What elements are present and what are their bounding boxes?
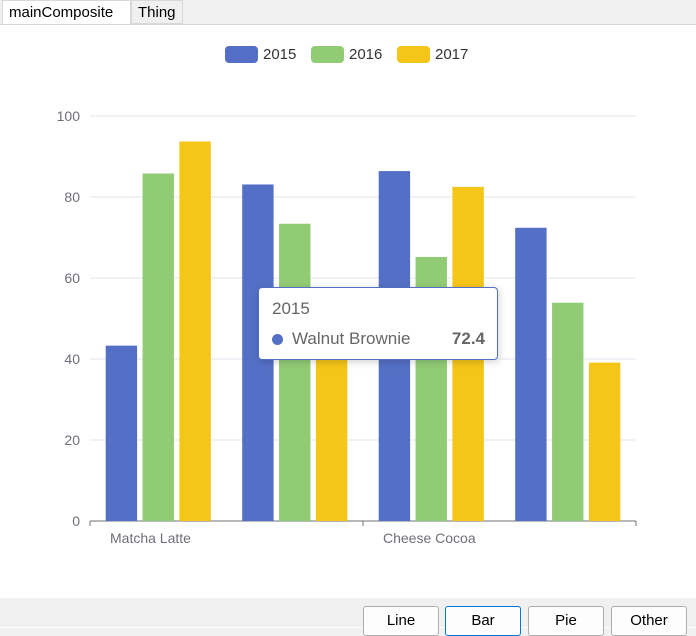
legend-swatch xyxy=(311,46,344,63)
legend-swatch xyxy=(225,46,258,63)
y-tick-label: 20 xyxy=(64,432,80,448)
y-tick-label: 60 xyxy=(64,270,80,286)
legend-label: 2017 xyxy=(435,46,468,63)
y-tick-label: 80 xyxy=(64,189,80,205)
bar xyxy=(142,173,174,521)
tooltip-item-name: Walnut Brownie xyxy=(292,329,411,348)
tab-thing[interactable]: Thing xyxy=(131,0,183,24)
tooltip-title: 2015 xyxy=(272,299,310,318)
chart-area: 0 20 40 60 80 100 Matcha Latte Cheese Cocoa 2015… xyxy=(10,32,692,598)
x-tick-label: Cheese Cocoa xyxy=(383,530,476,546)
bar-chart: 0 20 40 60 80 100 Matcha Latte Cheese Cocoa 2015… xyxy=(57,46,637,546)
y-tick-label: 0 xyxy=(72,513,80,529)
tooltip-item-value: 72.4 xyxy=(451,329,485,348)
y-tick-label: 100 xyxy=(57,108,81,124)
x-tick-label: Matcha Latte xyxy=(110,530,191,546)
bar xyxy=(179,141,211,521)
y-tick-label: 40 xyxy=(64,351,80,367)
bar-button[interactable]: Bar xyxy=(445,606,521,636)
other-button[interactable]: Other xyxy=(611,606,687,636)
line-button[interactable]: Line xyxy=(363,606,439,636)
tab-bar: mainComposite Thing xyxy=(0,0,696,24)
bar xyxy=(588,362,621,521)
pie-button[interactable]: Pie xyxy=(528,606,604,636)
tab-main-composite[interactable]: mainComposite xyxy=(2,0,131,24)
legend-label: 2015 xyxy=(263,46,296,63)
bar xyxy=(279,223,311,522)
legend-label: 2016 xyxy=(349,46,382,63)
tooltip-series-marker xyxy=(272,334,283,345)
bar xyxy=(552,302,584,521)
legend-swatch xyxy=(397,46,430,63)
button-bar: Line Bar Pie Other xyxy=(0,598,696,636)
bar xyxy=(105,345,138,521)
bar xyxy=(515,227,547,521)
chart-tooltip: 2015 Walnut Brownie 72.4 xyxy=(258,287,498,360)
